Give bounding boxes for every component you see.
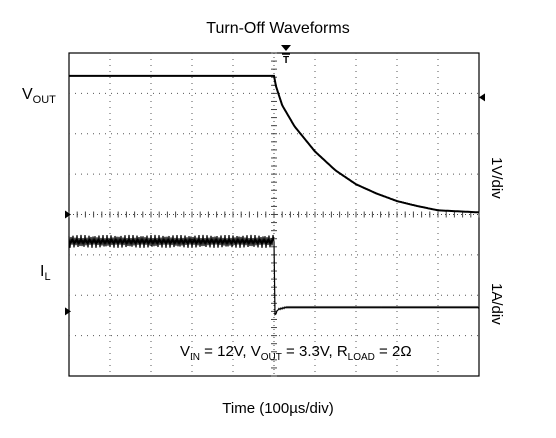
il-trace bbox=[68, 234, 480, 316]
vout-ground-marker bbox=[65, 210, 71, 219]
chart-title: Turn-Off Waveforms bbox=[206, 20, 350, 37]
trigger-position-marker bbox=[281, 45, 291, 51]
il-channel-label: IL bbox=[40, 263, 51, 284]
markers: T bbox=[65, 45, 485, 316]
vout-channel-label: VOUT bbox=[22, 86, 56, 107]
trigger-level-marker bbox=[479, 93, 485, 102]
vout-trace bbox=[69, 74, 480, 214]
il-scale-label: 1A/div bbox=[488, 283, 505, 325]
il-ground-marker bbox=[65, 307, 71, 316]
vout-scale-label: 1V/div bbox=[488, 157, 505, 199]
test-conditions: VIN = 12V, VOUT = 3.3V, RLOAD = 2Ω bbox=[180, 343, 412, 363]
trigger-label: T bbox=[283, 55, 289, 66]
x-axis-label: Time (100µs/div) bbox=[222, 400, 334, 417]
traces bbox=[68, 74, 480, 316]
